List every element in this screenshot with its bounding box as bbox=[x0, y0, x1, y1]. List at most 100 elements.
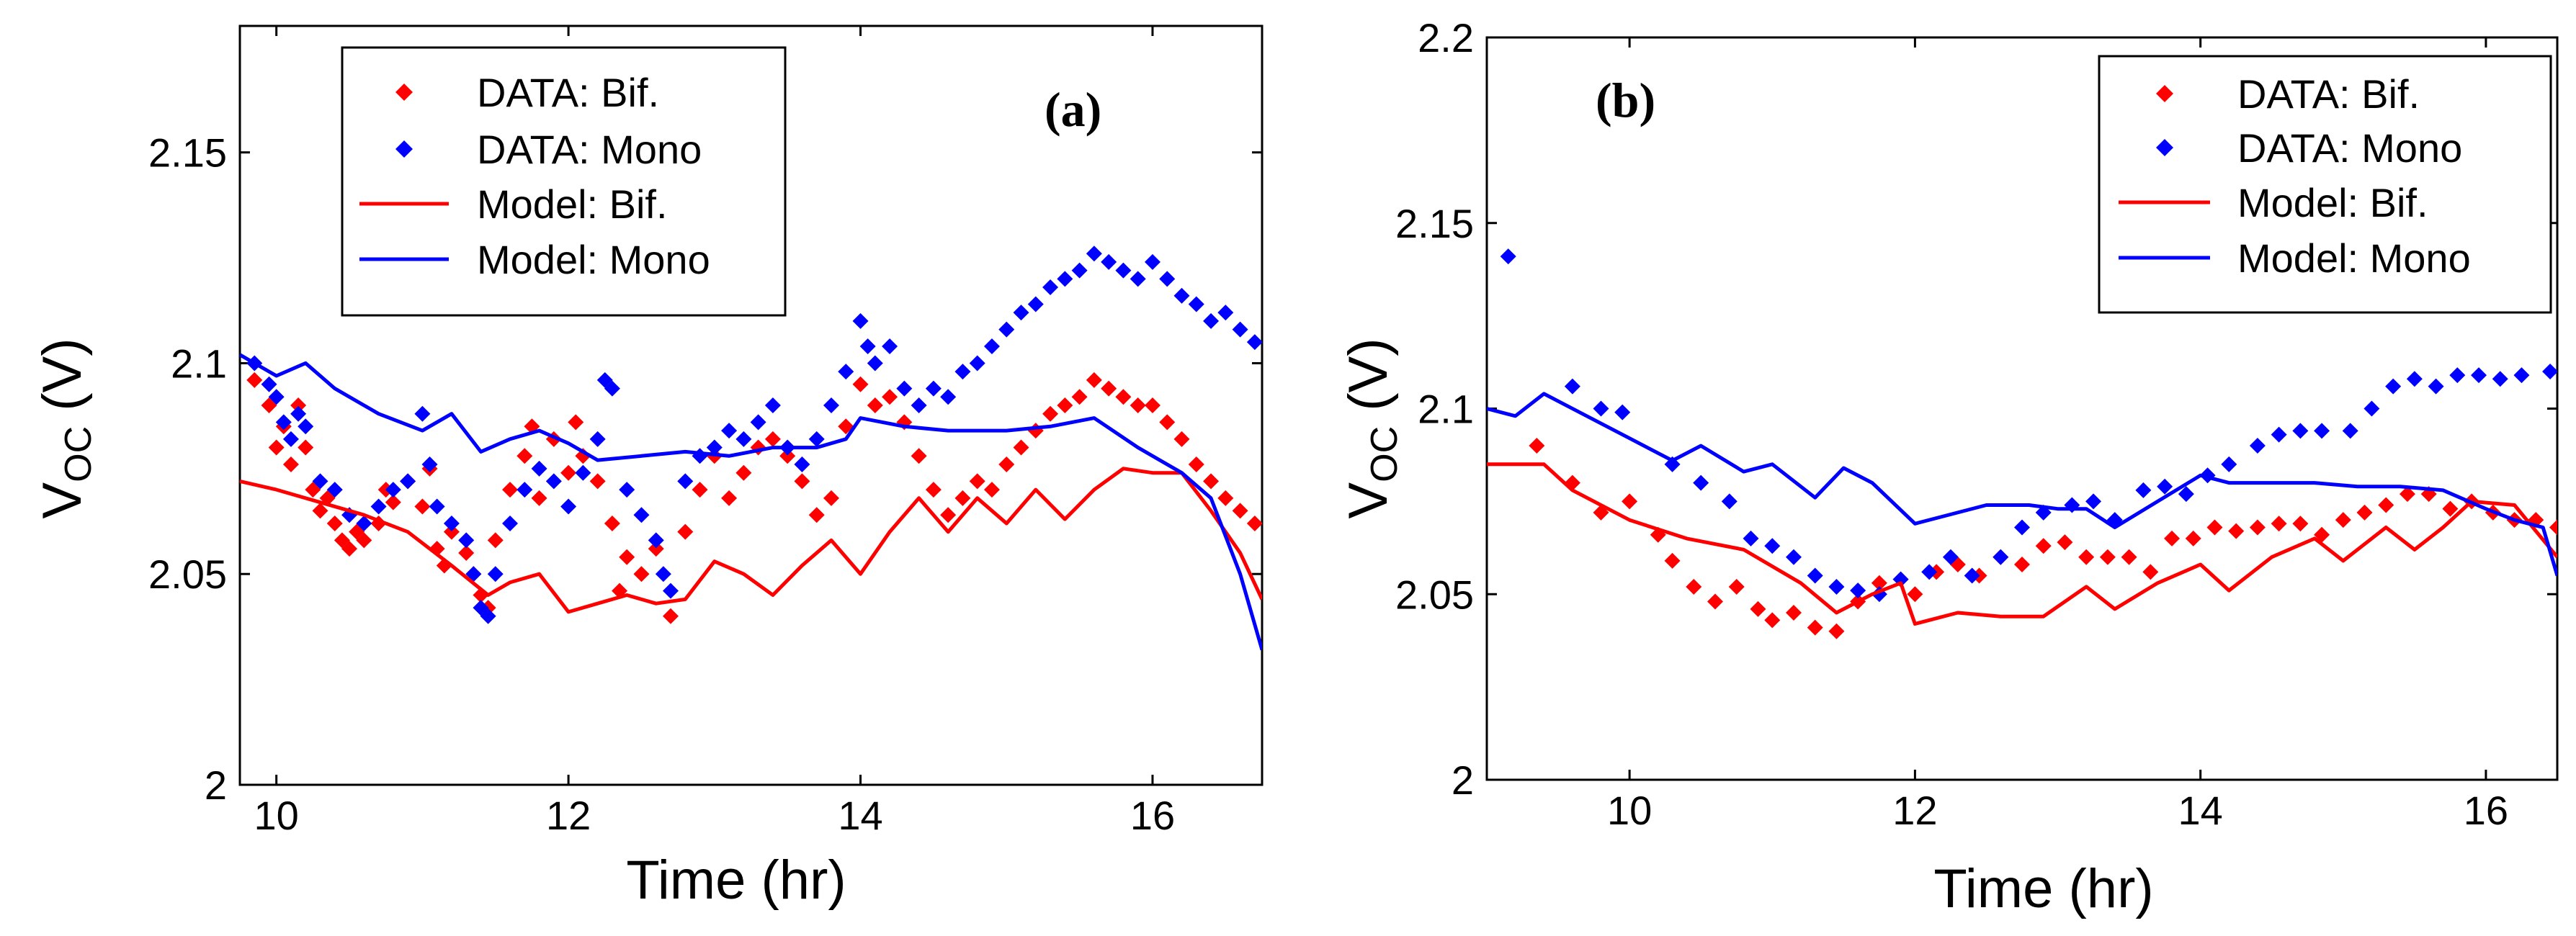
chart-a-y-tick-label: 2.15 bbox=[148, 130, 227, 176]
chart-b-series-data-mono-marker bbox=[2406, 371, 2423, 387]
chart-a-series-data-bif-marker bbox=[1144, 397, 1160, 413]
chart-a-series-data-bif-marker bbox=[794, 473, 810, 490]
chart-a-series-data-bif-marker bbox=[290, 397, 307, 413]
chart-a-series-data-bif-marker bbox=[589, 473, 606, 490]
chart-b-legend-entry: DATA: Mono bbox=[2156, 125, 2462, 171]
chart-a-series-data-mono-marker bbox=[823, 397, 839, 413]
chart-a-series-data-bif-marker bbox=[560, 464, 577, 481]
chart-b-series-data-bif-marker bbox=[2206, 519, 2223, 536]
chart-b-series-data-bif-marker bbox=[2035, 538, 2052, 554]
chart-b-series-data-bif-marker bbox=[1807, 619, 1823, 636]
chart-b-y-tick-label: 2.15 bbox=[1395, 201, 1474, 246]
chart-b-series-data-mono-marker bbox=[1693, 474, 1709, 491]
chart-a-series-data-mono-marker bbox=[1086, 246, 1102, 262]
chart-b-series-model-bif-line bbox=[1487, 462, 2557, 626]
chart-b-series-data-bif-marker bbox=[2057, 534, 2073, 551]
chart-b-legend-label: DATA: Mono bbox=[2237, 125, 2462, 171]
chart-b-y-axis-label-sub: OC bbox=[1364, 426, 1405, 482]
chart-a-series-data-bif-marker bbox=[1101, 380, 1117, 397]
chart-b-series-data-bif-marker bbox=[1750, 600, 1766, 617]
chart-b-series-data-bif-marker bbox=[2078, 549, 2095, 565]
chart-a-legend-label: DATA: Bif. bbox=[477, 70, 659, 115]
chart-a-plot-area: 10 12 14 16 2 2.05 2.1 2.15 bbox=[148, 24, 1264, 838]
chart-b-series-data-bif-marker bbox=[1529, 438, 1545, 454]
chart-a-series-data-mono-marker bbox=[400, 473, 416, 490]
chart-b-legend-entry: Model: Bif. bbox=[2119, 180, 2428, 225]
chart-a-series-data-bif-marker bbox=[443, 523, 460, 540]
chart-a-series-data-bif-marker bbox=[356, 532, 372, 549]
chart-a-series-data-mono-marker bbox=[458, 532, 475, 549]
chart-b-series-data-mono-marker bbox=[1614, 404, 1631, 420]
chart-b-legend-label: Model: Bif. bbox=[2237, 180, 2428, 225]
chart-a-y-tick-label: 2.05 bbox=[148, 552, 227, 597]
chart-b-legend-swatch-marker bbox=[2156, 139, 2173, 156]
chart-b-series-data-bif-marker bbox=[2356, 504, 2373, 521]
chart-a-series-data-mono-marker bbox=[1217, 305, 1234, 321]
chart-b-series-data-bif-marker bbox=[2549, 519, 2557, 536]
chart-b-x-axis-label: Time (hr) bbox=[1933, 858, 2153, 919]
chart-a-legend-label: Model: Mono bbox=[477, 237, 710, 282]
chart-b-series-data-mono-marker bbox=[2064, 497, 2080, 513]
chart-a-series-data-bif-marker bbox=[268, 439, 285, 456]
chart-b-series-data-mono-marker bbox=[1721, 493, 1738, 510]
chart-a-series-data-mono-marker bbox=[1188, 296, 1204, 312]
chart-b-series-data-bif-marker bbox=[1664, 552, 1681, 569]
chart-a-series-data-mono-marker bbox=[429, 498, 445, 515]
chart-a-series-data-mono-marker bbox=[560, 498, 577, 515]
chart-a-series-data-bif-marker bbox=[414, 498, 431, 515]
chart-a-series-data-bif-marker bbox=[282, 456, 299, 472]
chart-a-legend-label: Model: Bif. bbox=[477, 181, 668, 227]
chart-b-series-data-mono-marker bbox=[1564, 378, 1580, 395]
chart-a-series-data-mono-marker bbox=[531, 460, 547, 477]
chart-a-series-data-bif-marker bbox=[808, 507, 825, 523]
chart-b-series-data-mono-marker bbox=[2314, 423, 2330, 439]
chart-a-series-data-bif-marker bbox=[983, 482, 1000, 498]
chart-a-series-data-bif-marker bbox=[385, 494, 401, 510]
chart-b-series-data-mono-marker bbox=[1993, 549, 2009, 565]
chart-a-legend-box bbox=[341, 46, 787, 317]
chart-b-series-data-mono-marker bbox=[2385, 378, 2402, 395]
chart-b-series-data-mono-marker bbox=[1807, 567, 1823, 584]
chart-a-series-data-bif-marker bbox=[1042, 405, 1059, 422]
chart-b-series-data-bif-marker bbox=[1764, 612, 1781, 629]
chart-b-series-data-bif-marker bbox=[2142, 564, 2159, 580]
chart-a-series-data-bif-marker bbox=[911, 448, 927, 464]
chart-b-series-data-mono-marker bbox=[2292, 423, 2309, 439]
chart-a-series-data-bif-marker bbox=[1027, 423, 1044, 439]
chart-b-y-tick-label: 2.05 bbox=[1395, 572, 1474, 617]
chart-a-series-data-mono-marker bbox=[735, 431, 752, 447]
chart-a-series-data-mono-marker bbox=[290, 405, 307, 422]
chart-a-series-data-mono-marker bbox=[1159, 271, 1176, 287]
chart-a-series-data-bif-marker bbox=[326, 515, 343, 531]
chart-b-series-data-mono-marker bbox=[2428, 378, 2444, 395]
chart-a-series-data-mono-marker bbox=[261, 376, 277, 392]
chart-a-series-data-mono-marker bbox=[326, 482, 343, 498]
chart-a-legend-entry: Model: Mono bbox=[359, 237, 710, 282]
chart-a-series-data-mono-marker bbox=[502, 515, 519, 531]
chart-a-series-data-bif-marker bbox=[648, 541, 664, 557]
chart-b-series-data-mono-marker bbox=[2249, 438, 2266, 454]
chart-a-series-data-mono-marker bbox=[1203, 312, 1220, 329]
chart-a-series-data-mono-marker bbox=[1013, 305, 1029, 321]
chart-a-x-tick-label: 12 bbox=[546, 793, 591, 838]
chart-a-series-data-bif-marker bbox=[487, 532, 504, 549]
chart-b-series-data-mono-marker bbox=[2449, 367, 2466, 384]
chart-a-series-data-bif-marker bbox=[1013, 439, 1029, 456]
chart-b-series-data-bif-marker bbox=[2228, 523, 2245, 539]
chart-b-legend-swatch-marker bbox=[2156, 85, 2173, 102]
chart-b-series-data-mono-marker bbox=[2135, 482, 2152, 498]
chart-b-series-data-mono-marker bbox=[2221, 456, 2237, 472]
chart-b-series-data-mono-marker bbox=[2471, 367, 2487, 384]
chart-b-series-data-bif-marker bbox=[2014, 557, 2030, 573]
chart-a-legend-entry: Model: Bif. bbox=[359, 181, 668, 227]
chart-a-series-data-mono-marker bbox=[954, 364, 971, 380]
chart-a-series-data-mono-marker bbox=[1246, 334, 1262, 351]
chart-a-series-data-bif-marker bbox=[1217, 490, 1234, 506]
chart-a-series-data-bif-marker bbox=[925, 482, 942, 498]
chart-a-series-data-bif-marker bbox=[531, 490, 547, 506]
chart-a-series-data-mono-marker bbox=[867, 355, 883, 372]
chart-a-series-data-bif-marker bbox=[246, 372, 263, 388]
chart-a-series-data-bif-marker bbox=[1246, 515, 1262, 531]
chart-a-series-data-mono-marker bbox=[794, 456, 810, 472]
chart-b-series-data-mono-marker bbox=[1921, 564, 1938, 580]
